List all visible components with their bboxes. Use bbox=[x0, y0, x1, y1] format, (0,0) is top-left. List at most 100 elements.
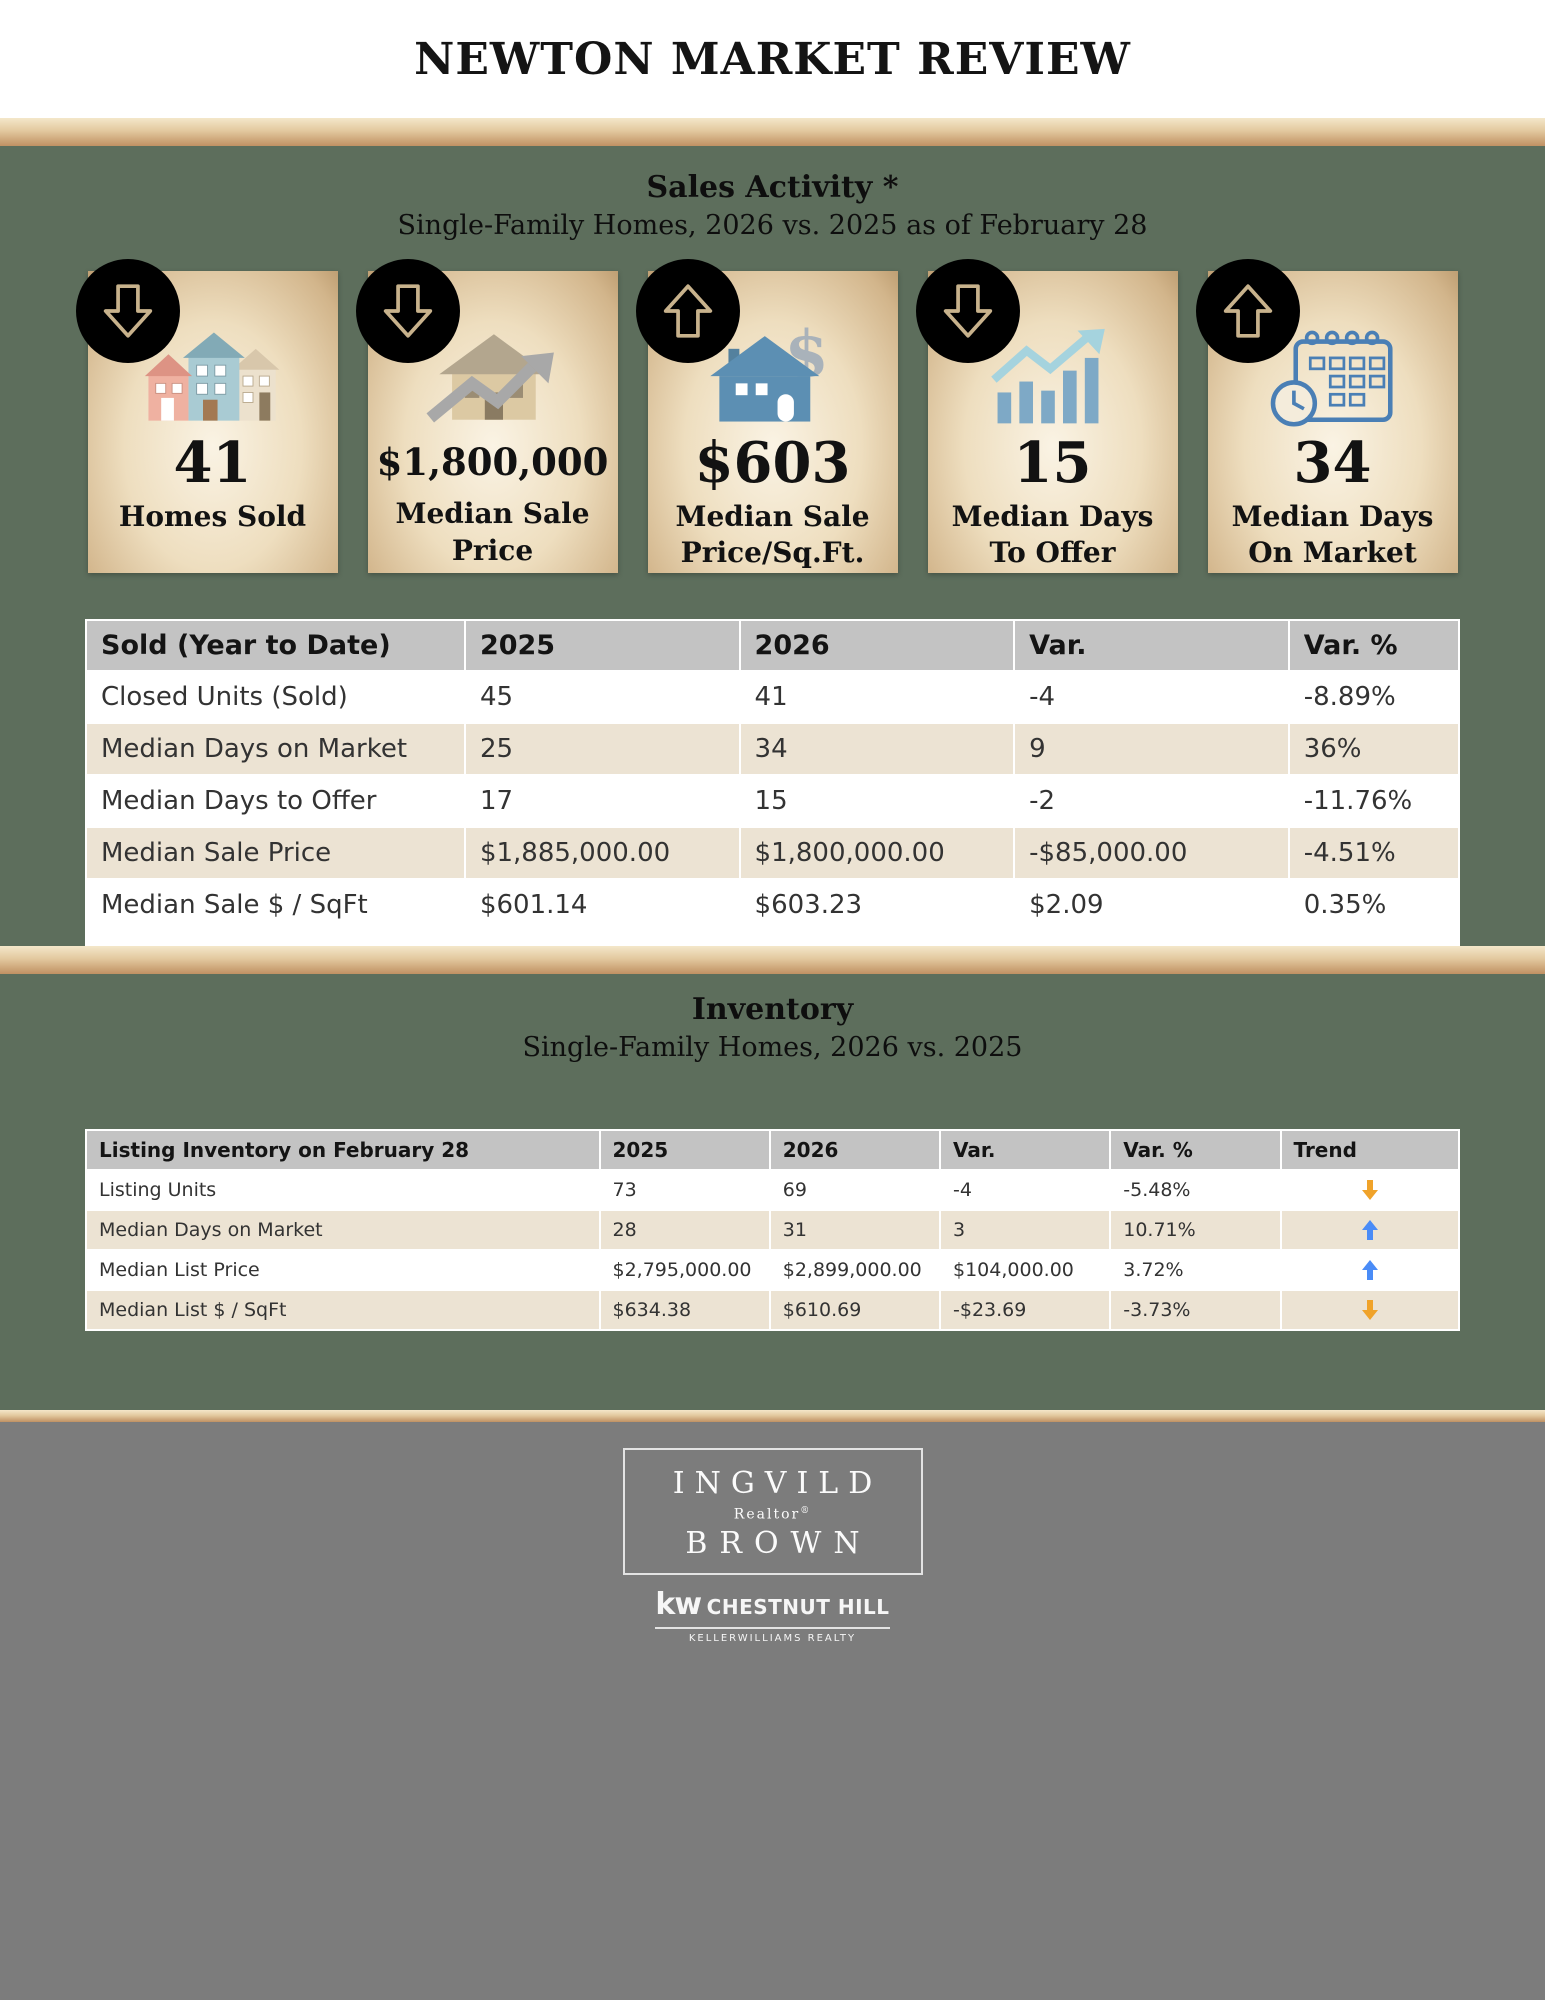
cell: Closed Units (Sold) bbox=[85, 670, 466, 724]
cell: $601.14 bbox=[463, 878, 741, 932]
cell: 15 bbox=[738, 774, 1016, 828]
realtor-last-name: BROWN bbox=[685, 1525, 872, 1561]
cell: 10.71% bbox=[1109, 1209, 1282, 1251]
houses-icon bbox=[88, 323, 338, 427]
sales-section-subtitle: Single-Family Homes, 2026 vs. 2025 as of… bbox=[397, 210, 1148, 241]
arrow-icon bbox=[383, 284, 432, 338]
sold-ytd-table: Sold (Year to Date) 2025 2026 Var. Var. … bbox=[85, 619, 1461, 932]
realtor-title-text: Realtor bbox=[733, 1506, 801, 1523]
stat-card-days-to-offer: 15 Median Days To Offer bbox=[915, 259, 1178, 573]
cell: 36% bbox=[1287, 722, 1461, 776]
cell: -8.89% bbox=[1287, 670, 1461, 724]
cell: $104,000.00 bbox=[938, 1249, 1112, 1291]
stat-label: Median Sale Price bbox=[395, 497, 590, 567]
trend-cell bbox=[1279, 1209, 1460, 1251]
cell: 73 bbox=[598, 1169, 771, 1211]
stat-cards-row: 41 Homes Sold $1,800,000 bbox=[0, 259, 1545, 573]
stat-card-homes-sold: 41 Homes Sold bbox=[75, 259, 338, 573]
stat-label: Median Days To Offer bbox=[951, 499, 1154, 569]
cell: $634.38 bbox=[598, 1289, 771, 1331]
stat-card-price-per-sqft: $ $603 Median Sale Price/Sq.Ft. bbox=[635, 259, 898, 573]
footer: INGVILD Realtor® BROWN kw CHESTNUT HILL … bbox=[0, 1422, 1545, 2000]
cell: Median Days on Market bbox=[85, 722, 466, 776]
cell: Median Sale Price bbox=[85, 826, 466, 880]
column-header: 2026 bbox=[738, 619, 1016, 672]
table-row: Median Days to Offer 17 15 -2 -11.76% bbox=[85, 774, 1461, 828]
table-row: Median List $ / SqFt $634.38 $610.69 -$2… bbox=[85, 1289, 1460, 1331]
arrow-up-badge-icon bbox=[635, 259, 740, 363]
header: NEWTON MARKET REVIEW bbox=[0, 0, 1545, 118]
house-growth-arrow-icon bbox=[368, 323, 618, 427]
arrow-icon bbox=[103, 284, 152, 338]
trend-cell bbox=[1279, 1169, 1460, 1211]
cell: -3.73% bbox=[1109, 1289, 1282, 1331]
kw-logo: kw bbox=[655, 1586, 702, 1622]
cell: 45 bbox=[463, 670, 741, 724]
table-row: Median Days on Market 28 31 3 10.71% bbox=[85, 1209, 1460, 1251]
cell: Median List $ / SqFt bbox=[85, 1289, 601, 1331]
house-dollar-icon: $ bbox=[648, 323, 898, 427]
cell: $2,899,000.00 bbox=[768, 1249, 942, 1291]
table-row: Median Sale Price $1,885,000.00 $1,800,0… bbox=[85, 826, 1461, 880]
sold-ytd-table-wrap: Sold (Year to Date) 2025 2026 Var. Var. … bbox=[85, 619, 1461, 948]
gold-divider bbox=[0, 946, 1545, 974]
column-header: 2025 bbox=[598, 1129, 771, 1171]
calendar-clock-icon bbox=[1208, 323, 1458, 427]
stat-value: $1,800,000 bbox=[376, 440, 609, 484]
cell: Median Days to Offer bbox=[85, 774, 466, 828]
arrow-icon bbox=[1223, 284, 1272, 338]
cell: $603.23 bbox=[738, 878, 1016, 932]
cell: -4 bbox=[1013, 670, 1290, 724]
cell: -$23.69 bbox=[938, 1289, 1112, 1331]
gold-divider bbox=[0, 1410, 1545, 1422]
listing-inventory-table: Listing Inventory on February 28 2025 20… bbox=[85, 1129, 1460, 1331]
stat-card-median-sale-price: $1,800,000 Median Sale Price bbox=[355, 259, 618, 573]
column-header: Listing Inventory on February 28 bbox=[85, 1129, 601, 1171]
realtor-title: Realtor® bbox=[633, 1506, 913, 1523]
cell: Median Sale $ / SqFt bbox=[85, 878, 466, 932]
cell: 3.72% bbox=[1109, 1249, 1282, 1291]
arrow-down-badge-icon bbox=[355, 259, 460, 363]
column-header: Var. % bbox=[1287, 619, 1461, 672]
stat-card-days-on-market: 34 Median Days On Market bbox=[1195, 259, 1458, 573]
stat-value: 15 bbox=[1013, 430, 1092, 496]
cell: -$85,000.00 bbox=[1013, 826, 1290, 880]
brokerage-line: kw CHESTNUT HILL bbox=[655, 1586, 890, 1629]
inventory-section: Inventory Single-Family Homes, 2026 vs. … bbox=[0, 974, 1545, 1410]
stat-label: Homes Sold bbox=[118, 499, 307, 533]
arrow-icon bbox=[663, 284, 712, 338]
cell: $2,795,000.00 bbox=[598, 1249, 771, 1291]
inventory-section-subtitle: Single-Family Homes, 2026 vs. 2025 bbox=[522, 1032, 1023, 1063]
stat-label: Median Sale Price/Sq.Ft. bbox=[675, 499, 870, 569]
brokerage-name: CHESTNUT HILL bbox=[706, 1594, 890, 1619]
sales-activity-section: Sales Activity * Single-Family Homes, 20… bbox=[0, 146, 1545, 948]
column-header: Var. bbox=[1013, 619, 1290, 672]
cell: -5.48% bbox=[1109, 1169, 1282, 1211]
table-row: Median Days on Market 25 34 9 36% bbox=[85, 722, 1461, 776]
arrow-icon bbox=[943, 284, 992, 338]
table-row: Median Sale $ / SqFt $601.14 $603.23 $2.… bbox=[85, 878, 1461, 932]
cell: 0.35% bbox=[1287, 878, 1461, 932]
cell: Median List Price bbox=[85, 1249, 601, 1291]
column-header: Var. % bbox=[1109, 1129, 1282, 1171]
column-header: Trend bbox=[1279, 1129, 1460, 1171]
cell: -4 bbox=[938, 1169, 1112, 1211]
column-header: 2026 bbox=[768, 1129, 942, 1171]
cell: 25 bbox=[463, 722, 741, 776]
cell: $1,800,000.00 bbox=[738, 826, 1016, 880]
table-row: Listing Units 73 69 -4 -5.48% bbox=[85, 1169, 1460, 1211]
arrow-down-badge-icon bbox=[75, 259, 180, 363]
cell: Listing Units bbox=[85, 1169, 601, 1211]
listing-inventory-table-wrap: Listing Inventory on February 28 2025 20… bbox=[85, 1129, 1460, 1331]
cell: 69 bbox=[768, 1169, 942, 1211]
stat-label: Median Days On Market bbox=[1231, 499, 1434, 569]
trend-cell bbox=[1279, 1289, 1460, 1331]
table-row: Median List Price $2,795,000.00 $2,899,0… bbox=[85, 1249, 1460, 1291]
column-header: Sold (Year to Date) bbox=[85, 619, 466, 672]
stat-value: 41 bbox=[173, 430, 252, 496]
arrow-up-badge-icon bbox=[1195, 259, 1300, 363]
gold-divider bbox=[0, 118, 1545, 146]
trend-down-icon bbox=[1361, 1180, 1378, 1200]
cell: 41 bbox=[738, 670, 1016, 724]
